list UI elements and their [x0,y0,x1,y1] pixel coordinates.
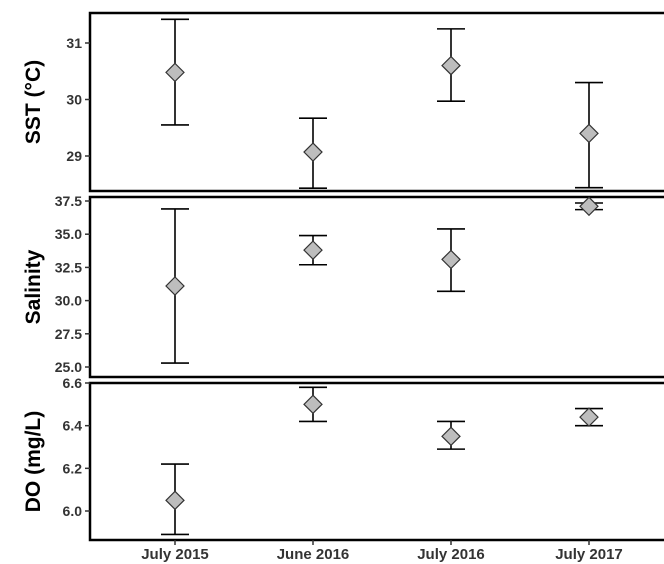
x-tick-label: July 2017 [555,546,623,563]
mean-marker-salinity-3 [579,196,599,217]
y-tick-label-sst: 31 [66,35,82,51]
y-tick-label-do: 6.4 [63,418,83,434]
y-tick-label-salinity: 30.0 [55,293,82,309]
mean-marker-sst-0 [165,62,185,83]
mean-marker-do-3 [579,407,599,427]
mean-marker-sst-2 [441,55,461,76]
y-tick-label-salinity: 25.0 [55,359,82,375]
x-tick-label: July 2016 [417,546,485,563]
mean-marker-do-0 [165,490,185,511]
panel-frame-salinity [88,195,664,379]
x-tick-label: July 2015 [141,546,209,563]
x-axis: July 2015 June 2016 July 2016 July 2017 [141,540,623,563]
mean-marker-salinity-1 [303,240,323,260]
mean-marker-sst-1 [303,142,323,162]
mean-marker-do-1 [303,394,323,415]
y-axis-title-do: DO (mg/L) [22,411,45,512]
mean-marker-sst-3 [579,123,599,144]
mean-marker-do-2 [441,426,461,447]
y-axis-title-salinity: Salinity [22,249,45,324]
panel-frame-do [88,381,664,542]
panel-sst: 29 30 31 SST (°C) [22,11,664,193]
mean-marker-salinity-2 [441,249,461,270]
mean-marker-salinity-0 [165,276,185,296]
y-tick-label-sst: 29 [66,148,82,164]
y-tick-label-do: 6.6 [63,375,83,391]
y-tick-label-do: 6.0 [63,503,83,519]
y-tick-label-salinity: 32.5 [55,259,82,275]
panel-do: 6.0 6.2 6.4 6.6 DO (mg/L) [22,375,664,542]
y-tick-label-salinity: 27.5 [55,326,82,342]
y-tick-label-do: 6.2 [63,460,83,476]
y-tick-label-salinity: 37.5 [55,193,82,209]
x-tick-label: June 2016 [277,546,350,563]
y-tick-label-sst: 30 [66,92,82,108]
y-axis-title-sst: SST (°C) [22,60,45,144]
panel-salinity: 25.0 27.5 30.0 32.5 35.0 37.5 Salinity [22,193,664,379]
panel-frame-sst [88,11,664,193]
y-tick-label-salinity: 35.0 [55,226,82,242]
